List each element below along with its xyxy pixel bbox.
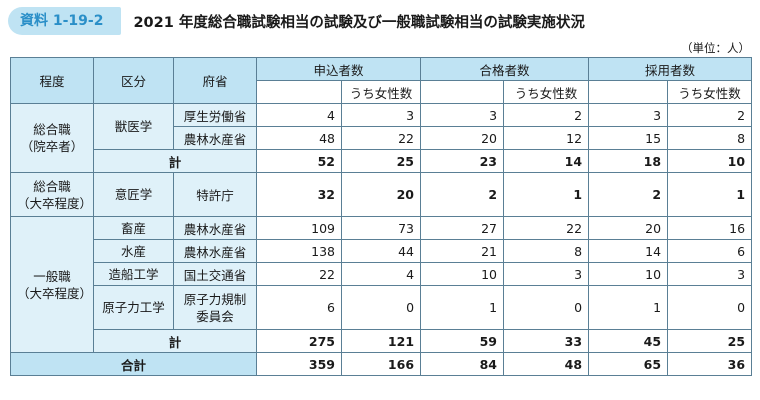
table-row: 総合職 （大卒程度） 意匠学 特許庁 32 20 2 1 2 1 (10, 172, 753, 217)
header-applicants: 申込者数 (255, 57, 422, 81)
unit-note: （単位：人） (681, 41, 750, 55)
header-level: 程度 (10, 57, 94, 104)
table-row: 造船工学 国土交通省 22 4 10 3 10 3 (11, 262, 753, 286)
ministry-cell: 特許庁 (173, 172, 257, 217)
header-passers: 合格者数 (420, 57, 590, 81)
document-badge: 資料 1-19-2 (8, 7, 122, 35)
ministry-cell: 原子力規制 委員会 (173, 285, 257, 330)
category-cell: 獣医学 (93, 103, 174, 150)
header-ministry: 府省 (173, 57, 257, 104)
table-row: 原子力工学 原子力規制 委員会 6 0 1 0 1 0 (11, 285, 753, 330)
subtotal-label: 計 (93, 329, 257, 353)
level-cell: 総合職 （院卒者） (10, 103, 94, 173)
ministry-cell: 国土交通省 (173, 262, 257, 286)
header-applicants-women: うち女性数 (340, 80, 422, 104)
table-row: 総合職 （院卒者） 獣医学 厚生労働省 4 3 3 2 3 2 (10, 103, 753, 173)
subtotal-row: 計 52 25 23 14 18 10 (11, 149, 753, 173)
total-label: 合計 (10, 352, 257, 376)
category-cell: 畜産 (93, 216, 174, 240)
title-bar: 資料 1-19-2 2021 年度総合職試験相当の試験及び一般職試験相当の試験実… (8, 6, 585, 36)
ministry-cell: 農林水産省 (173, 126, 257, 150)
exam-results-table: 程度 区分 府省 申込者数 合格者数 採用者数 うち女性数 うち女性数 うち女性… (10, 57, 753, 376)
subtotal-label: 計 (93, 149, 257, 173)
total-row: 合計 359 166 84 48 65 36 (10, 352, 753, 376)
level-cell: 一般職 （大卒程度） (10, 216, 94, 353)
category-cell: 原子力工学 (93, 285, 174, 330)
category-cell: 水産 (93, 239, 174, 263)
ministry-cell: 農林水産省 (173, 216, 257, 240)
table-row: 一般職 （大卒程度） 畜産 農林水産省 109 73 27 22 20 16 (10, 216, 753, 353)
header-hires: 採用者数 (588, 57, 753, 81)
header-passers-women: うち女性数 (503, 80, 590, 104)
table-row: 水産 農林水産省 138 44 21 8 14 6 (11, 239, 753, 263)
page-title: 2021 年度総合職試験相当の試験及び一般職試験相当の試験実施状況 (133, 14, 585, 31)
level-cell: 総合職 （大卒程度） (10, 172, 94, 217)
header-hires-women: うち女性数 (667, 80, 753, 104)
category-cell: 意匠学 (93, 172, 174, 217)
ministry-cell: 厚生労働省 (173, 103, 257, 127)
table-row: 農林水産省 48 22 20 12 15 8 (11, 126, 753, 150)
category-cell: 造船工学 (93, 262, 174, 286)
ministry-cell: 農林水産省 (173, 239, 257, 263)
subtotal-row: 計 275 121 59 33 45 25 (11, 329, 753, 353)
header-category: 区分 (93, 57, 174, 104)
